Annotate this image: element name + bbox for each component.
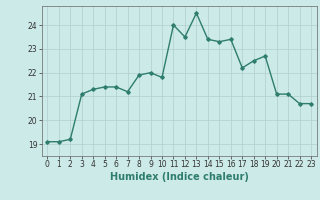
X-axis label: Humidex (Indice chaleur): Humidex (Indice chaleur) xyxy=(110,172,249,182)
